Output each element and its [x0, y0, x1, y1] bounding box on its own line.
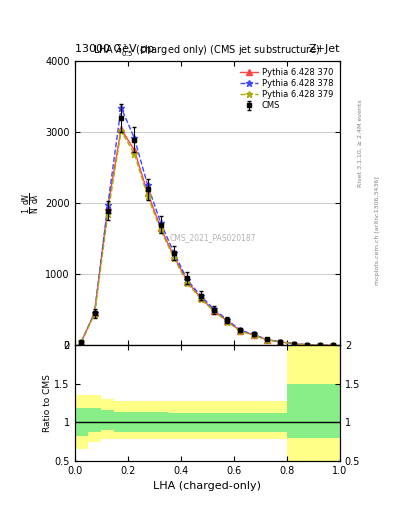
Pythia 6.428 378: [172, 250, 176, 256]
Pythia 6.428 378: [79, 339, 84, 345]
Pythia 6.428 370: [92, 310, 97, 316]
Pythia 6.428 379: [331, 343, 336, 349]
Text: Z+Jet: Z+Jet: [309, 44, 340, 54]
Pythia 6.428 370: [252, 332, 256, 338]
Pythia 6.428 370: [172, 253, 176, 260]
Pythia 6.428 378: [145, 182, 150, 188]
Pythia 6.428 370: [145, 190, 150, 196]
Pythia 6.428 379: [305, 342, 309, 348]
Legend: Pythia 6.428 370, Pythia 6.428 378, Pythia 6.428 379, CMS: Pythia 6.428 370, Pythia 6.428 378, Pyth…: [238, 66, 336, 113]
Pythia 6.428 370: [305, 342, 309, 348]
Pythia 6.428 370: [119, 126, 123, 132]
Pythia 6.428 379: [198, 295, 203, 302]
Pythia 6.428 378: [305, 342, 309, 348]
Pythia 6.428 379: [158, 227, 163, 233]
Pythia 6.428 378: [291, 340, 296, 347]
Line: Pythia 6.428 378: Pythia 6.428 378: [78, 104, 337, 349]
Pythia 6.428 379: [79, 339, 84, 345]
Pythia 6.428 370: [105, 204, 110, 210]
Pythia 6.428 378: [252, 331, 256, 337]
Pythia 6.428 370: [211, 308, 216, 314]
Pythia 6.428 378: [92, 310, 97, 316]
Pythia 6.428 379: [318, 342, 322, 348]
Pythia 6.428 370: [291, 340, 296, 347]
Text: LHA $\lambda^{1}_{0.5}$ (charged only) (CMS jet substructure): LHA $\lambda^{1}_{0.5}$ (charged only) (…: [94, 42, 321, 58]
Pythia 6.428 370: [198, 295, 203, 301]
Pythia 6.428 379: [132, 151, 137, 157]
Y-axis label: Ratio to CMS: Ratio to CMS: [43, 374, 51, 432]
Text: mcplots.cern.ch [arXiv:1306.3436]: mcplots.cern.ch [arXiv:1306.3436]: [375, 176, 380, 285]
Pythia 6.428 379: [252, 332, 256, 338]
Pythia 6.428 379: [225, 318, 230, 325]
Pythia 6.428 378: [318, 342, 322, 348]
Pythia 6.428 370: [331, 343, 336, 349]
Text: CMS_2021_PAS020187: CMS_2021_PAS020187: [169, 233, 256, 242]
Line: Pythia 6.428 370: Pythia 6.428 370: [79, 126, 336, 348]
Pythia 6.428 378: [198, 293, 203, 299]
X-axis label: LHA (charged-only): LHA (charged-only): [153, 481, 261, 491]
Pythia 6.428 379: [92, 311, 97, 317]
Pythia 6.428 378: [278, 338, 283, 345]
Pythia 6.428 379: [238, 328, 243, 334]
Pythia 6.428 378: [331, 343, 336, 349]
Line: Pythia 6.428 379: Pythia 6.428 379: [78, 127, 337, 349]
Pythia 6.428 370: [132, 147, 137, 153]
Pythia 6.428 379: [119, 128, 123, 134]
Pythia 6.428 379: [185, 280, 190, 286]
Pythia 6.428 378: [132, 135, 137, 141]
Pythia 6.428 370: [318, 342, 322, 348]
Text: Rivet 3.1.10, ≥ 2.4M events: Rivet 3.1.10, ≥ 2.4M events: [358, 99, 363, 187]
Pythia 6.428 379: [211, 308, 216, 314]
Pythia 6.428 378: [211, 306, 216, 312]
Pythia 6.428 379: [278, 339, 283, 345]
Pythia 6.428 370: [79, 339, 84, 345]
Pythia 6.428 379: [264, 337, 269, 343]
Pythia 6.428 379: [145, 193, 150, 199]
Pythia 6.428 370: [185, 279, 190, 285]
Pythia 6.428 370: [158, 225, 163, 231]
Pythia 6.428 378: [264, 336, 269, 343]
Pythia 6.428 378: [225, 317, 230, 323]
Text: 13000 GeV pp: 13000 GeV pp: [75, 44, 154, 54]
Y-axis label: $\frac{1}{\mathrm{N}}\,\frac{\mathrm{d}N}{\mathrm{d}\lambda}$: $\frac{1}{\mathrm{N}}\,\frac{\mathrm{d}N…: [21, 193, 42, 215]
Pythia 6.428 370: [264, 337, 269, 343]
Pythia 6.428 378: [119, 104, 123, 111]
Pythia 6.428 370: [225, 318, 230, 324]
Pythia 6.428 379: [172, 255, 176, 262]
Pythia 6.428 379: [105, 211, 110, 217]
Pythia 6.428 378: [105, 202, 110, 208]
Pythia 6.428 378: [185, 277, 190, 283]
Pythia 6.428 378: [238, 327, 243, 333]
Pythia 6.428 370: [278, 339, 283, 345]
Pythia 6.428 370: [238, 328, 243, 334]
Pythia 6.428 379: [291, 340, 296, 347]
Pythia 6.428 378: [158, 220, 163, 226]
